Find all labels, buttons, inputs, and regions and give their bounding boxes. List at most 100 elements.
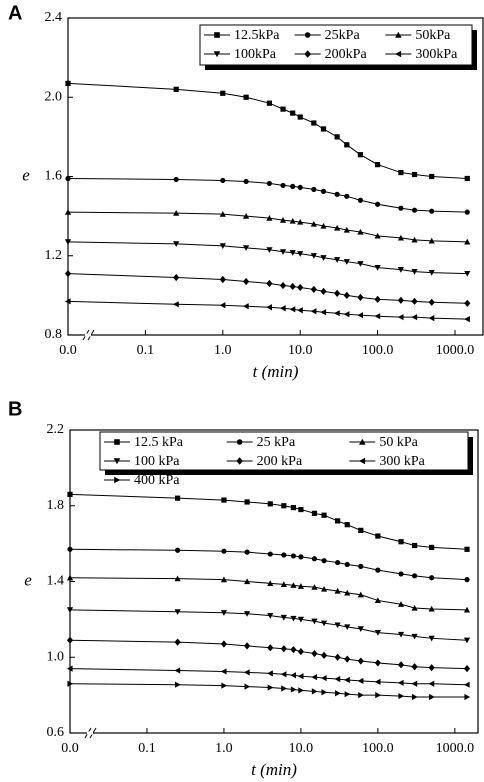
- data-point: [375, 533, 381, 539]
- data-point: [334, 587, 341, 594]
- data-point: [335, 690, 341, 697]
- data-point: [463, 681, 470, 688]
- data-point: [357, 677, 364, 685]
- data-point: [357, 152, 364, 158]
- data-point: [66, 574, 74, 581]
- axis-break-gap: [87, 731, 93, 735]
- data-point: [320, 222, 327, 229]
- data-point: [358, 563, 364, 569]
- data-point: [64, 269, 72, 278]
- data-point: [398, 692, 405, 700]
- data-point: [297, 184, 303, 190]
- data-point: [375, 692, 381, 699]
- data-point: [398, 571, 404, 577]
- data-point: [310, 308, 317, 315]
- data-point: [428, 315, 435, 322]
- data-point: [397, 679, 404, 686]
- data-point: [298, 687, 304, 694]
- data-point: [174, 638, 181, 646]
- legend-marker: [395, 31, 402, 38]
- data-point: [428, 298, 435, 306]
- data-point: [374, 678, 381, 685]
- legend-label: 100 kPa: [134, 454, 180, 469]
- data-point: [344, 193, 350, 199]
- data-point: [174, 667, 181, 674]
- data-point: [266, 279, 273, 288]
- data-point: [66, 636, 74, 644]
- data-point: [334, 622, 341, 629]
- data-point: [344, 655, 351, 663]
- data-point: [321, 689, 328, 696]
- data-point: [290, 505, 297, 511]
- series-line: [69, 609, 468, 641]
- data-point: [267, 551, 273, 557]
- data-point: [397, 267, 405, 273]
- data-point: [429, 693, 435, 701]
- data-point: [334, 224, 341, 231]
- data-point: [343, 311, 350, 318]
- data-point: [266, 304, 273, 311]
- data-point: [311, 618, 318, 625]
- data-point: [344, 561, 350, 568]
- data-point: [344, 624, 351, 631]
- x-tick-label: 10.0: [289, 741, 314, 756]
- legend-label: 100kPa: [234, 47, 277, 62]
- data-point: [320, 651, 328, 659]
- data-point: [266, 180, 273, 187]
- data-point: [334, 191, 340, 197]
- data-point: [219, 275, 226, 284]
- data-point: [374, 265, 381, 271]
- data-point: [464, 270, 471, 277]
- data-point: [297, 114, 303, 120]
- data-point: [298, 506, 304, 513]
- data-point: [244, 578, 251, 585]
- data-point: [343, 226, 350, 233]
- data-point: [335, 559, 341, 566]
- legend-marker: [236, 439, 243, 445]
- y-tick-label: 1.4: [47, 574, 65, 589]
- legend-marker: [114, 476, 121, 484]
- data-point: [173, 210, 180, 216]
- data-point: [173, 176, 179, 183]
- x-tick-label: 1.0: [214, 343, 232, 358]
- data-point: [174, 495, 181, 501]
- data-point: [297, 583, 304, 589]
- x-tick-label: 100.0: [362, 741, 394, 756]
- series-line: [69, 639, 468, 670]
- data-point: [397, 631, 405, 638]
- data-point: [411, 573, 418, 579]
- data-point: [374, 232, 381, 239]
- legend-label: 200 kPa: [257, 454, 303, 469]
- data-point: [311, 120, 317, 126]
- data-point: [428, 269, 435, 276]
- data-point: [321, 558, 327, 564]
- panel-label: B: [8, 398, 22, 420]
- data-point: [65, 80, 71, 86]
- data-point: [174, 609, 181, 615]
- data-point: [429, 208, 435, 214]
- data-point: [464, 175, 470, 182]
- data-point: [297, 673, 304, 680]
- data-point: [428, 664, 435, 672]
- series-line: [67, 211, 468, 243]
- data-point: [374, 630, 381, 636]
- data-point: [343, 259, 350, 265]
- legend-box: [99, 431, 469, 471]
- data-point: [311, 510, 318, 516]
- x-tick-label: 1000.0: [436, 343, 475, 358]
- legend-label: 25 kPa: [257, 435, 296, 450]
- data-point: [344, 691, 351, 698]
- data-point: [311, 688, 318, 695]
- data-point: [334, 289, 341, 297]
- series-line: [69, 668, 468, 686]
- data-point: [290, 553, 297, 559]
- data-point: [411, 269, 418, 275]
- data-point: [428, 605, 435, 612]
- x-tick-label: 10.0: [288, 343, 313, 358]
- data-point: [219, 302, 226, 309]
- legend-marker: [214, 32, 220, 38]
- data-point: [290, 686, 297, 693]
- data-point: [298, 554, 304, 560]
- series-line: [69, 577, 468, 611]
- data-point: [243, 213, 250, 219]
